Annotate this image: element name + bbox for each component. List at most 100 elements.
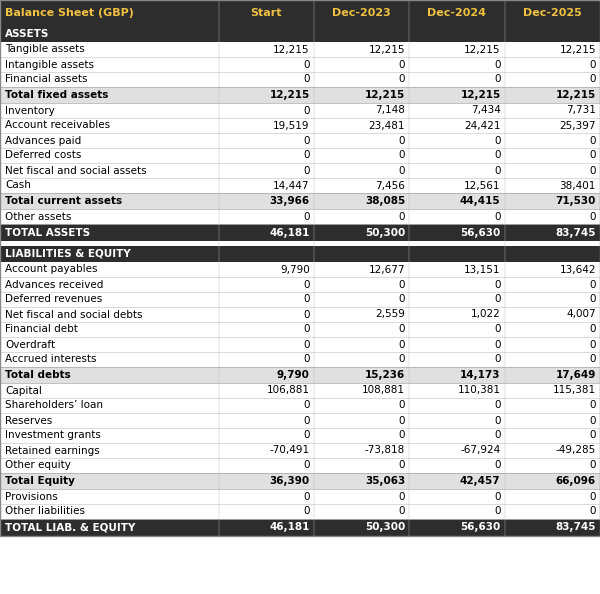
Bar (0, 241, 600, 246)
Text: 0: 0 (399, 507, 405, 517)
Text: 0: 0 (589, 460, 596, 470)
Bar (0, 118, 600, 133)
Text: 0: 0 (399, 340, 405, 349)
Text: Financial assets: Financial assets (5, 74, 88, 84)
Text: Total fixed assets: Total fixed assets (5, 90, 109, 100)
Text: 0: 0 (399, 166, 405, 175)
Text: 7,148: 7,148 (376, 106, 405, 115)
Text: 0: 0 (399, 280, 405, 289)
Text: -67,924: -67,924 (460, 446, 500, 456)
Text: Total current assets: Total current assets (5, 196, 122, 206)
Text: 0: 0 (399, 211, 405, 222)
Bar (0, 473, 600, 489)
Text: 36,390: 36,390 (269, 476, 310, 486)
Text: 0: 0 (304, 431, 310, 441)
Text: -49,285: -49,285 (556, 446, 596, 456)
Text: 0: 0 (494, 324, 500, 334)
Bar (0, 413, 600, 428)
Text: 0: 0 (494, 460, 500, 470)
Text: 115,381: 115,381 (553, 386, 596, 396)
Text: 17,649: 17,649 (556, 370, 596, 380)
Text: Other equity: Other equity (5, 460, 71, 470)
Text: 12,215: 12,215 (369, 45, 405, 55)
Text: Reserves: Reserves (5, 415, 52, 425)
Text: Total debts: Total debts (5, 370, 71, 380)
Text: 0: 0 (494, 166, 500, 175)
Text: Net fiscal and social assets: Net fiscal and social assets (5, 166, 146, 175)
Bar (0, 42, 600, 57)
Text: 19,519: 19,519 (274, 121, 310, 131)
Text: 50,300: 50,300 (365, 228, 405, 238)
Text: 33,966: 33,966 (269, 196, 310, 206)
Text: 13,151: 13,151 (464, 264, 500, 274)
Text: TOTAL LIAB. & EQUITY: TOTAL LIAB. & EQUITY (5, 523, 136, 532)
Text: 0: 0 (304, 135, 310, 146)
Text: 35,063: 35,063 (365, 476, 405, 486)
Text: 66,096: 66,096 (556, 476, 596, 486)
Text: 0: 0 (399, 135, 405, 146)
Text: Deferred revenues: Deferred revenues (5, 295, 102, 305)
Text: 0: 0 (589, 507, 596, 517)
Text: -70,491: -70,491 (269, 446, 310, 456)
Text: LIABILITIES & EQUITY: LIABILITIES & EQUITY (5, 249, 131, 259)
Text: 0: 0 (304, 324, 310, 334)
Text: 12,215: 12,215 (464, 45, 500, 55)
Text: 0: 0 (589, 355, 596, 365)
Text: 0: 0 (494, 507, 500, 517)
Text: Dec-2025: Dec-2025 (523, 8, 581, 18)
Text: 0: 0 (304, 280, 310, 289)
Text: Intangible assets: Intangible assets (5, 59, 94, 69)
Text: Capital: Capital (5, 386, 42, 396)
Text: 38,401: 38,401 (560, 181, 596, 191)
Text: 0: 0 (494, 295, 500, 305)
Text: 12,215: 12,215 (556, 90, 596, 100)
Text: 0: 0 (399, 355, 405, 365)
Text: 14,173: 14,173 (460, 370, 500, 380)
Text: 12,561: 12,561 (464, 181, 500, 191)
Text: -73,818: -73,818 (365, 446, 405, 456)
Text: 108,881: 108,881 (362, 386, 405, 396)
Text: TOTAL ASSETS: TOTAL ASSETS (5, 228, 90, 238)
Text: 2,559: 2,559 (376, 309, 405, 320)
Bar (0, 504, 600, 519)
Text: 7,731: 7,731 (566, 106, 596, 115)
Text: 71,530: 71,530 (556, 196, 596, 206)
Text: 83,745: 83,745 (556, 523, 596, 532)
Text: 0: 0 (589, 491, 596, 501)
Text: 0: 0 (589, 400, 596, 410)
Bar (0, 292, 600, 307)
Text: 24,421: 24,421 (464, 121, 500, 131)
Bar (0, 262, 600, 277)
Bar (0, 72, 600, 87)
Text: 0: 0 (399, 59, 405, 69)
Text: 0: 0 (304, 211, 310, 222)
Text: Financial debt: Financial debt (5, 324, 78, 334)
Text: Dec-2024: Dec-2024 (427, 8, 487, 18)
Text: 46,181: 46,181 (269, 228, 310, 238)
Text: 0: 0 (589, 135, 596, 146)
Text: 14,447: 14,447 (274, 181, 310, 191)
Text: 44,415: 44,415 (460, 196, 500, 206)
Text: 0: 0 (494, 59, 500, 69)
Bar (0, 57, 600, 72)
Text: 15,236: 15,236 (365, 370, 405, 380)
Bar (0, 224, 600, 241)
Text: 12,215: 12,215 (269, 90, 310, 100)
Text: Deferred costs: Deferred costs (5, 150, 82, 160)
Text: 38,085: 38,085 (365, 196, 405, 206)
Bar (0, 322, 600, 337)
Text: 12,215: 12,215 (460, 90, 500, 100)
Text: 83,745: 83,745 (556, 228, 596, 238)
Text: 12,677: 12,677 (369, 264, 405, 274)
Text: 0: 0 (589, 415, 596, 425)
Text: Balance Sheet (GBP): Balance Sheet (GBP) (5, 8, 134, 18)
Bar (0, 163, 600, 178)
Text: ASSETS: ASSETS (5, 29, 49, 39)
Text: 0: 0 (304, 460, 310, 470)
Text: 0: 0 (589, 295, 596, 305)
Bar (0, 0, 600, 26)
Text: 12,215: 12,215 (274, 45, 310, 55)
Text: 0: 0 (494, 280, 500, 289)
Text: 25,397: 25,397 (560, 121, 596, 131)
Text: 0: 0 (494, 400, 500, 410)
